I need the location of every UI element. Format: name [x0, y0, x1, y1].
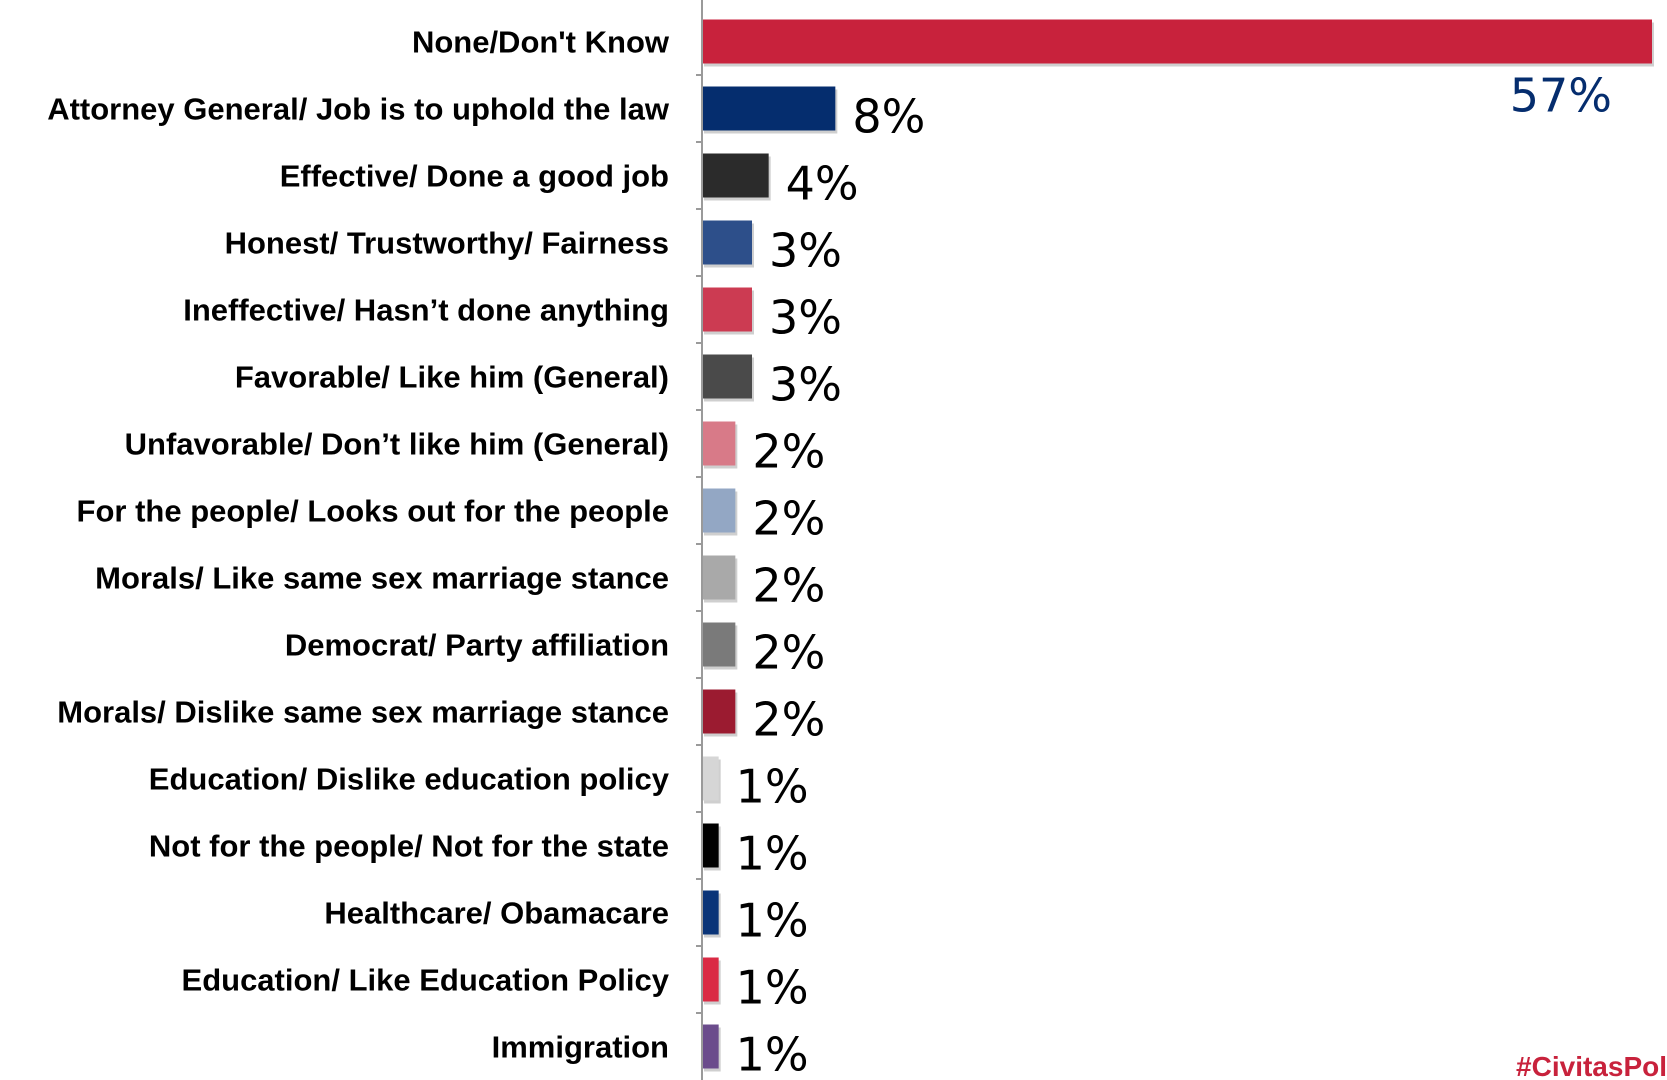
category-label: Morals/ Dislike same sex marriage stance: [57, 695, 669, 730]
category-labels: None/Don't Know Attorney General/ Job is …: [47, 25, 670, 1065]
value-label: 57%: [1510, 69, 1612, 123]
category-label: Education/ Like Education Policy: [182, 963, 670, 998]
value-label: 1%: [736, 760, 809, 814]
bar: [702, 421, 736, 466]
category-label: Immigration: [492, 1030, 669, 1065]
value-label: 2%: [752, 425, 825, 479]
category-label: Education/ Dislike education policy: [149, 762, 670, 797]
bar: [702, 287, 752, 332]
bar: [702, 957, 719, 1002]
value-labels: 57% 8% 4% 3% 3% 3% 2% 2% 2% 2% 2% 1% 1% 1% 1% 1%: [736, 69, 1612, 1080]
bar: [702, 823, 719, 868]
value-label: 1%: [736, 894, 809, 948]
value-label: 2%: [752, 559, 825, 613]
bar: [702, 86, 836, 131]
category-label: Unfavorable/ Don’t like him (General): [125, 427, 669, 462]
bar: [702, 153, 769, 198]
bars-group: [702, 19, 1654, 1072]
value-label: 1%: [736, 827, 809, 881]
value-label: 3%: [769, 224, 842, 278]
footer-hashtag: #CivitasPol: [1516, 1051, 1667, 1080]
axis-group: [696, 0, 703, 1080]
bar: [702, 756, 719, 801]
value-label: 1%: [736, 1028, 809, 1080]
category-label: Favorable/ Like him (General): [235, 360, 669, 395]
bar: [702, 19, 1652, 64]
category-label: Honest/ Trustworthy/ Fairness: [225, 226, 669, 261]
bar: [702, 488, 736, 533]
category-label: Democrat/ Party affiliation: [285, 628, 669, 663]
bar: [702, 689, 736, 734]
category-label: Morals/ Like same sex marriage stance: [95, 561, 669, 596]
category-label: Healthcare/ Obamacare: [324, 896, 669, 931]
category-label: Not for the people/ Not for the state: [149, 829, 669, 864]
value-label: 2%: [752, 693, 825, 747]
value-label: 3%: [769, 291, 842, 345]
category-label: For the people/ Looks out for the people: [77, 494, 669, 529]
value-label: 2%: [752, 492, 825, 546]
bar: [702, 1024, 719, 1069]
category-label: Ineffective/ Hasn’t done anything: [183, 293, 669, 328]
value-label: 3%: [769, 358, 842, 412]
value-label: 1%: [736, 961, 809, 1015]
bar: [702, 622, 736, 667]
category-label: Effective/ Done a good job: [280, 159, 669, 194]
bar: [702, 220, 752, 265]
category-label: None/Don't Know: [412, 25, 670, 60]
bar: [702, 354, 752, 399]
category-label: Attorney General/ Job is to uphold the l…: [47, 92, 670, 127]
value-label: 8%: [852, 90, 925, 144]
value-label: 4%: [786, 157, 859, 211]
value-label: 2%: [752, 626, 825, 680]
bar: [702, 890, 719, 935]
bar: [702, 555, 736, 600]
